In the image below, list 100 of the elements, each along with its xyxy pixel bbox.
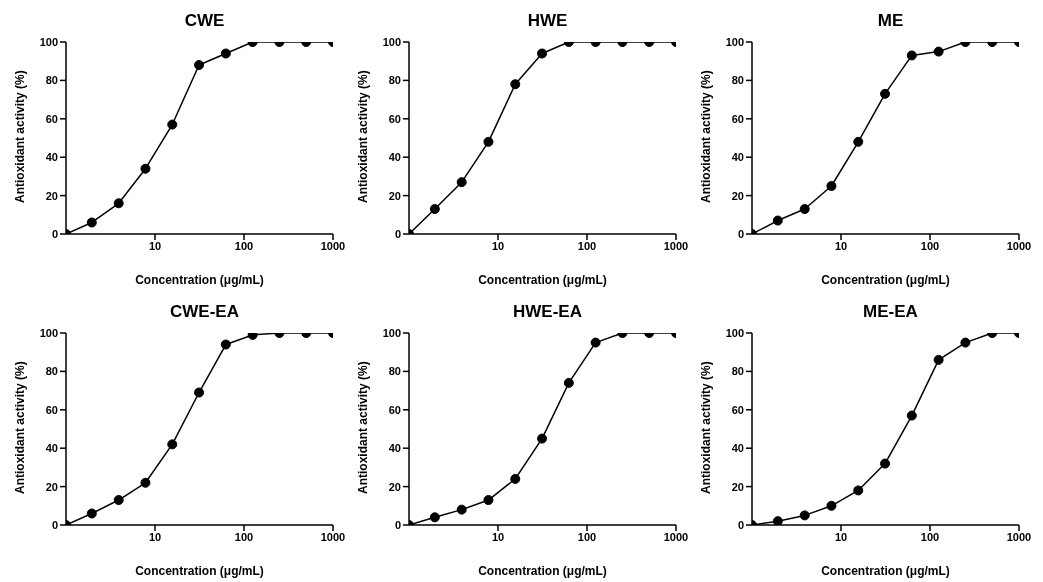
- x-tick-label: 1000: [320, 239, 346, 252]
- x-axis-title: Concentration (μg/mL): [135, 273, 264, 287]
- x-axis-title: Concentration (μg/mL): [478, 564, 607, 578]
- y-tick-label: 20: [45, 480, 58, 493]
- y-tick-label: 20: [731, 480, 744, 493]
- point: [537, 433, 548, 444]
- point: [933, 354, 944, 365]
- point: [906, 50, 917, 61]
- y-tick-label: 60: [388, 403, 401, 416]
- chart-title: CWE-EA: [169, 301, 240, 323]
- x-axis-title: Concentration (μg/mL): [821, 564, 950, 578]
- y-tick-label: 40: [388, 151, 401, 164]
- y-tick-label: 60: [45, 403, 58, 416]
- x-tick-label: 100: [234, 239, 254, 252]
- x-tick-label: 10: [491, 239, 505, 252]
- point: [483, 136, 494, 147]
- y-tick-label: 80: [45, 74, 58, 87]
- point: [86, 217, 97, 228]
- x-tick-label: 100: [920, 239, 940, 252]
- y-tick-label: 60: [45, 112, 58, 125]
- point: [113, 198, 124, 209]
- x-tick-label: 1000: [663, 239, 689, 252]
- point: [86, 508, 97, 519]
- point: [456, 177, 467, 188]
- y-tick-label: 40: [45, 151, 58, 164]
- point: [880, 458, 891, 469]
- y-axis-title: Antioxidant activity (%): [13, 361, 28, 494]
- x-tick-label: 100: [920, 530, 940, 543]
- point: [429, 512, 440, 523]
- y-tick-label: 80: [388, 74, 401, 87]
- point: [906, 410, 917, 421]
- point: [220, 48, 231, 59]
- point: [429, 204, 440, 215]
- point: [140, 163, 151, 174]
- y-tick-label: 40: [388, 442, 401, 455]
- chart-title: HWE-EA: [512, 301, 583, 323]
- chart-title: CWE: [183, 10, 226, 32]
- x-tick-label: 100: [577, 239, 597, 252]
- y-tick-label: 20: [388, 189, 401, 202]
- x-tick-label: 10: [834, 530, 848, 543]
- y-tick-label: 0: [394, 227, 401, 240]
- y-tick-label: 20: [45, 189, 58, 202]
- point: [880, 88, 891, 99]
- point: [563, 377, 574, 388]
- point: [772, 215, 783, 226]
- y-axis-title: Antioxidant activity (%): [699, 361, 714, 494]
- x-tick-label: 1000: [320, 530, 346, 543]
- point: [826, 500, 837, 511]
- point: [799, 204, 810, 215]
- y-tick-label: 80: [45, 365, 58, 378]
- point: [140, 477, 151, 488]
- y-tick-label: 20: [731, 189, 744, 202]
- x-tick-label: 100: [234, 530, 254, 543]
- y-tick-label: 40: [731, 442, 744, 455]
- x-tick-label: 10: [491, 530, 505, 543]
- y-tick-label: 100: [382, 326, 401, 339]
- y-axis-title: Antioxidant activity (%): [13, 70, 28, 203]
- x-tick-label: 1000: [1006, 239, 1032, 252]
- y-tick-label: 0: [51, 227, 58, 240]
- y-tick-label: 0: [737, 518, 744, 531]
- y-axis-title: Antioxidant activity (%): [356, 361, 371, 494]
- point: [960, 337, 971, 348]
- y-tick-label: 100: [725, 326, 744, 339]
- point: [167, 119, 178, 130]
- y-tick-label: 0: [394, 518, 401, 531]
- point: [799, 510, 810, 521]
- y-tick-label: 60: [731, 112, 744, 125]
- point: [194, 387, 205, 398]
- y-tick-label: 0: [737, 227, 744, 240]
- point: [483, 495, 494, 506]
- y-tick-label: 0: [51, 518, 58, 531]
- y-tick-label: 40: [731, 151, 744, 164]
- point: [510, 473, 521, 484]
- x-tick-label: 10: [148, 239, 162, 252]
- y-tick-label: 100: [39, 326, 58, 339]
- chart-title: ME-EA: [862, 301, 919, 323]
- x-tick-label: 100: [577, 530, 597, 543]
- x-axis-title: Concentration (μg/mL): [135, 564, 264, 578]
- chart-title: ME: [876, 10, 905, 32]
- y-axis-title: Antioxidant activity (%): [699, 70, 714, 203]
- y-tick-label: 80: [731, 365, 744, 378]
- point: [456, 504, 467, 515]
- x-axis-title: Concentration (μg/mL): [821, 273, 950, 287]
- point: [220, 339, 231, 350]
- point: [853, 485, 864, 496]
- y-tick-label: 40: [45, 442, 58, 455]
- point: [194, 60, 205, 71]
- point: [853, 136, 864, 147]
- x-tick-label: 10: [834, 239, 848, 252]
- y-axis-title: Antioxidant activity (%): [356, 70, 371, 203]
- y-tick-label: 100: [39, 35, 58, 48]
- x-tick-label: 1000: [1006, 530, 1032, 543]
- y-tick-label: 60: [388, 112, 401, 125]
- y-tick-label: 100: [725, 35, 744, 48]
- chart-title: HWE: [526, 10, 569, 32]
- y-tick-label: 20: [388, 480, 401, 493]
- point: [826, 181, 837, 191]
- point: [772, 516, 783, 525]
- y-tick-label: 80: [388, 365, 401, 378]
- point: [933, 46, 944, 57]
